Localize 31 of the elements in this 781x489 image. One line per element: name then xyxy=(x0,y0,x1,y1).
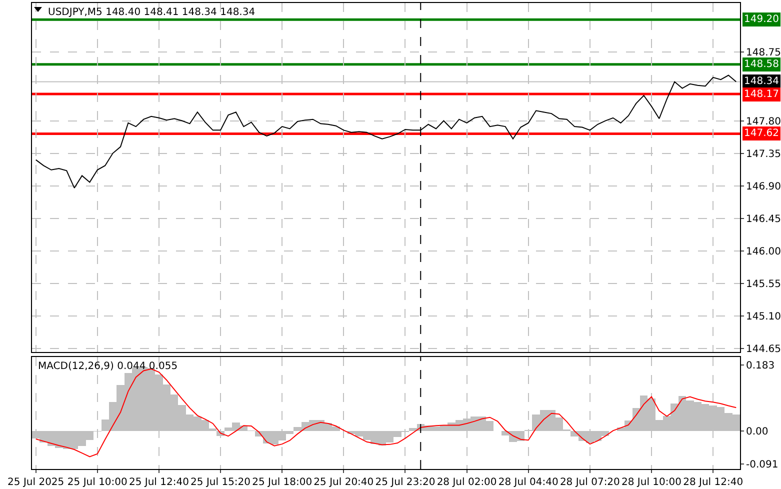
y-tick-label: 146.00 xyxy=(746,246,781,258)
y-tick-label: -0.091 xyxy=(746,459,778,470)
x-tick-label: 25 Jul 20:40 xyxy=(314,477,374,488)
x-tick-label: 25 Jul 15:20 xyxy=(190,477,251,488)
x-tick-label: 28 Jul 10:00 xyxy=(622,477,682,488)
x-tick-label: 28 Jul 07:20 xyxy=(560,477,620,488)
ref-line-label: 147.62 xyxy=(744,128,779,139)
ref-line-label: 148.58 xyxy=(744,59,779,70)
ref-line-label: 149.20 xyxy=(744,14,779,25)
y-tick-label: 145.55 xyxy=(746,278,781,290)
x-tick-label: 28 Jul 02:00 xyxy=(436,477,497,488)
x-tick-label: 25 Jul 2025 xyxy=(8,477,64,488)
y-tick-label: 146.45 xyxy=(746,214,781,225)
y-tick-label: 148.75 xyxy=(746,48,781,59)
x-tick-label: 25 Jul 12:40 xyxy=(128,477,189,488)
x-tick-label: 28 Jul 12:40 xyxy=(683,477,744,488)
x-tick-label: 28 Jul 04:40 xyxy=(498,477,558,488)
y-tick-label: 147.80 xyxy=(746,116,781,128)
y-tick-label: 145.10 xyxy=(746,311,781,322)
chart-title: MACD(12,26,9) 0.044 0.055 xyxy=(38,361,178,372)
y-tick-label: 144.65 xyxy=(746,344,781,355)
x-tick-label: 25 Jul 18:00 xyxy=(252,477,312,488)
y-tick-label: 146.90 xyxy=(746,181,781,192)
y-tick-label: 0.00 xyxy=(746,426,768,438)
chart-title: USDJPY,M5 148.40 148.41 148.34 148.34 xyxy=(48,7,256,18)
x-tick-label: 25 Jul 10:00 xyxy=(67,477,128,488)
y-tick-label: 0.183 xyxy=(746,360,775,372)
ref-line-label: 148.17 xyxy=(744,89,779,100)
y-tick-label: 147.35 xyxy=(746,148,781,160)
ref-line-label: 148.34 xyxy=(744,76,779,87)
x-tick-label: 25 Jul 23:20 xyxy=(375,477,436,488)
